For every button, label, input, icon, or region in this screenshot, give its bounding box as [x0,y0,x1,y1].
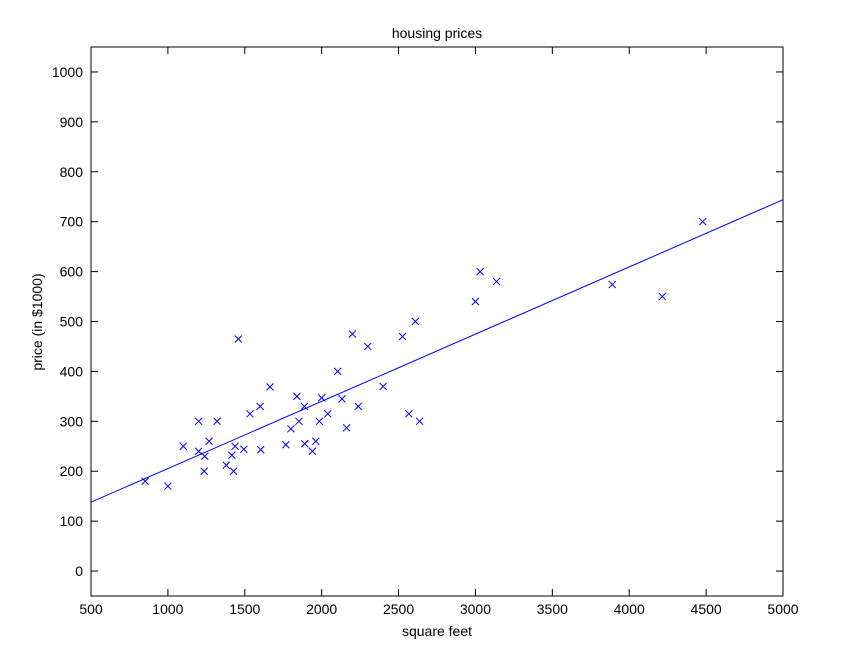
plot-area: 500 1000 1500 2000 2500 3000 3500 4000 4500 5000 0… [52,46,799,617]
data-point [293,392,301,401]
data-point [231,442,239,451]
data-point [658,292,667,301]
data-point [323,409,332,418]
y-tick-label: 1000 [52,64,83,80]
data-point [476,267,485,276]
data-point [295,417,303,426]
data-point [194,447,203,456]
data-point [194,417,203,426]
data-point [256,402,265,411]
x-tick-label: 1000 [152,601,183,617]
data-point [405,409,413,418]
data-point [200,452,209,461]
data-point [348,330,357,338]
y-tick-label: 300 [60,413,84,429]
data-point [315,417,324,426]
data-point [179,442,188,451]
data-point [338,395,346,403]
data-point [308,447,317,456]
data-point [229,467,238,476]
data-point [698,217,707,226]
y-axis-label: price (in $1000) [29,273,45,370]
data-point [266,383,274,391]
y-tick-label: 900 [60,114,84,130]
data-point [354,402,363,411]
y-tick-label: 700 [60,214,84,230]
y-tick-label: 200 [60,463,84,479]
data-point [240,445,248,454]
x-tick-label: 4500 [691,601,722,617]
data-point [333,367,342,376]
data-point [141,477,149,486]
data-point [300,439,309,448]
data-point [608,280,617,289]
data-point [415,417,424,426]
data-point [287,424,295,433]
x-tick-label: 5000 [767,601,798,617]
data-point [411,317,420,326]
data-point [246,409,254,418]
x-tick-label: 4000 [614,601,645,617]
x-tick-label: 3000 [460,601,491,617]
fit-line [90,199,784,503]
chart-title: housing prices [392,25,482,41]
y-tick-label: 400 [60,363,84,379]
x-tick-label: 1500 [229,601,260,617]
data-point [164,482,172,491]
data-point [213,417,221,426]
y-tick-label: 100 [60,513,84,529]
data-point [205,437,213,446]
data-point [398,332,407,341]
data-point [492,277,501,286]
data-point [317,394,326,402]
data-point [471,297,480,306]
data-point [342,423,351,432]
data-point [300,402,309,411]
data-point [222,461,231,470]
data-point [200,467,209,476]
y-tick-label: 600 [60,264,84,280]
x-tick-label: 3500 [537,601,568,617]
data-point [256,445,265,454]
data-point [363,342,372,351]
x-axis-label: square feet [402,623,472,639]
y-tick-label: 800 [60,164,84,180]
y-tick-label: 500 [60,314,84,330]
data-point [234,335,243,343]
x-tick-label: 500 [79,601,103,617]
data-point [311,437,320,446]
data-point [379,382,388,391]
x-tick-label: 2000 [306,601,337,617]
y-tick-label: 0 [75,563,83,579]
x-tick-label: 2500 [383,601,414,617]
data-point [228,451,236,460]
data-point [281,440,290,449]
